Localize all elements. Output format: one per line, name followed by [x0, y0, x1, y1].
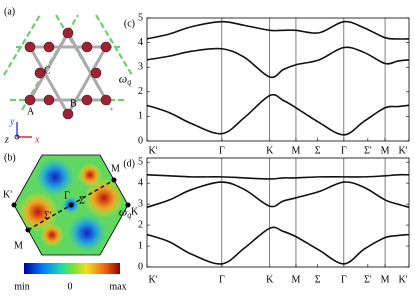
x-tick-label: Γ — [219, 274, 225, 285]
site-label: A — [27, 106, 35, 117]
x-tick-label: Σ' — [364, 145, 372, 156]
y-tick-label: 2 — [138, 219, 143, 230]
k-points — [11, 177, 131, 233]
k-label: Γ — [64, 190, 70, 201]
band-curve — [146, 46, 410, 79]
colorbar-label: min — [14, 281, 30, 292]
k-label: M — [111, 163, 120, 174]
x-tick-label: K' — [148, 274, 157, 285]
y-tick-label: 4 — [138, 37, 143, 48]
band-curve — [146, 226, 410, 265]
y-tick-label: 5 — [138, 156, 143, 167]
site-label: B — [70, 98, 77, 109]
kagome-lattice — [3, 14, 133, 120]
x-tick-label: K' — [148, 145, 157, 156]
y-tick-label: 4 — [138, 177, 143, 188]
y-tick-label: 1 — [138, 111, 143, 122]
k-label: M — [14, 240, 23, 251]
panel-label: (c) — [124, 18, 135, 29]
axis-label: x — [34, 134, 40, 145]
x-tick-label: K — [266, 274, 274, 285]
y-axis-label: ωq — [119, 204, 131, 219]
colorbar-label: 0 — [68, 281, 73, 292]
plot-frame — [146, 157, 410, 268]
y-tick-label: 3 — [138, 198, 143, 209]
axis-label: y — [9, 116, 15, 127]
x-tick-label: M — [381, 145, 390, 156]
band-curve — [146, 181, 410, 209]
axis-label: z — [4, 134, 9, 145]
x-tick-label: M — [381, 274, 390, 285]
x-tick-label: M — [292, 145, 301, 156]
panel-label: (a) — [4, 6, 15, 17]
y-axis-label: ωq — [119, 71, 131, 86]
x-tick-label: Γ — [219, 145, 225, 156]
y-tick-label: 2 — [138, 86, 143, 97]
k-label: Σ — [79, 195, 85, 206]
k-label: K' — [3, 189, 12, 200]
site-label: C — [44, 65, 51, 76]
panel-label: (b) — [4, 152, 16, 163]
x-tick-label: K' — [398, 274, 407, 285]
y-tick-label: 5 — [138, 12, 143, 23]
y-tick-label: 1 — [138, 240, 143, 251]
k-label: K — [131, 206, 139, 217]
band-curve — [146, 20, 410, 40]
y-tick-label: 0 — [138, 135, 143, 146]
axes-triad — [14, 122, 32, 140]
y-label-sub: q — [127, 210, 131, 219]
y-tick-label: 0 — [138, 261, 143, 272]
x-tick-label: Σ' — [364, 274, 372, 285]
y-label-main: ω — [119, 71, 127, 85]
colorbar-label: max — [109, 281, 126, 292]
x-tick-label: K' — [398, 145, 407, 156]
x-tick-label: M — [292, 274, 301, 285]
panel-label: (d) — [123, 158, 135, 169]
y-label-sub: q — [127, 77, 131, 86]
plot-frame — [146, 17, 410, 142]
x-tick-label: Σ — [315, 145, 321, 156]
y-label-main: ω — [119, 204, 127, 218]
x-tick-label: K — [266, 145, 274, 156]
band-curve — [146, 93, 410, 136]
x-tick-label: Σ — [315, 274, 321, 285]
k-label: Σ' — [44, 210, 52, 221]
x-tick-label: Γ — [341, 145, 347, 156]
y-tick-label: 3 — [138, 61, 143, 72]
colorbar — [24, 263, 120, 274]
x-tick-label: Γ — [341, 274, 347, 285]
band-curve — [146, 173, 410, 180]
